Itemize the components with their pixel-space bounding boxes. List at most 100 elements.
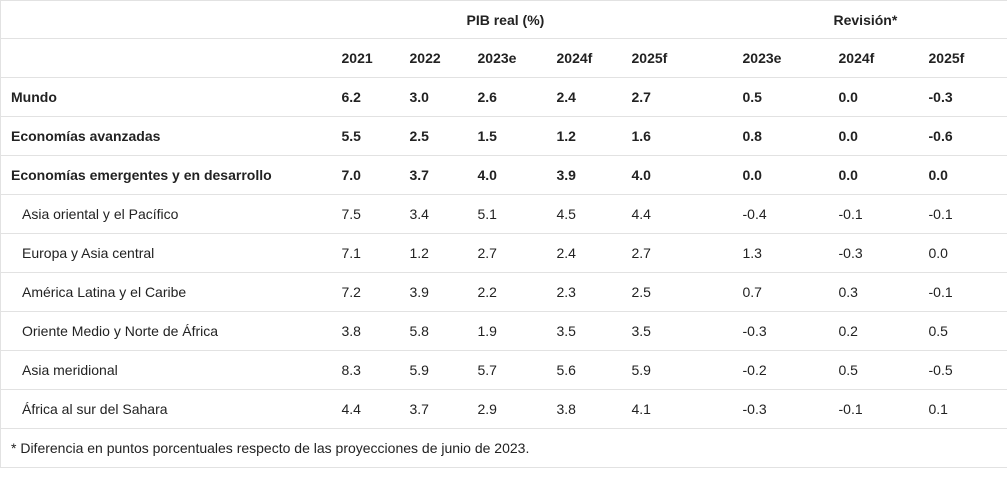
table-cell: 3.0 <box>398 77 467 117</box>
table-cell: -0.3 <box>827 233 918 273</box>
column-header: 2023e <box>731 38 828 78</box>
table-cell: 0.7 <box>731 272 828 312</box>
table-row: Economías emergentes y en desarrollo 7.0… <box>0 155 1007 195</box>
table-cell: -0.6 <box>917 116 1007 156</box>
table-row: Europa y Asia central 7.1 1.2 2.7 2.4 2.… <box>0 233 1007 273</box>
table-cell: 5.8 <box>398 311 467 351</box>
table-cell: 1.6 <box>620 116 732 156</box>
table-cell: 0.3 <box>827 272 918 312</box>
table-row: Asia oriental y el Pacífico 7.5 3.4 5.1 … <box>0 194 1007 234</box>
table-cell: 0.0 <box>731 155 828 195</box>
table-cell: 0.0 <box>827 116 918 156</box>
table-cell: 2.7 <box>620 77 732 117</box>
column-header: 2024f <box>545 38 621 78</box>
row-label: Economías emergentes y en desarrollo <box>0 155 331 195</box>
table-cell: 8.3 <box>330 350 399 390</box>
empty-corner-cell <box>0 0 331 39</box>
table-cell: 0.0 <box>917 233 1007 273</box>
table-cell: 2.7 <box>466 233 546 273</box>
table-cell: 2.5 <box>398 116 467 156</box>
table-cell: 2.5 <box>620 272 732 312</box>
pib-group-header: PIB real (%) <box>466 0 732 39</box>
row-label: Asia meridional <box>0 350 331 390</box>
table-row: Asia meridional 8.3 5.9 5.7 5.6 5.9 -0.2… <box>0 350 1007 390</box>
table-cell: -0.3 <box>731 389 828 429</box>
table-cell: 2.9 <box>466 389 546 429</box>
table-cell: 2.3 <box>545 272 621 312</box>
table-cell: 5.1 <box>466 194 546 234</box>
year-header-row: 2021 2022 2023e 2024f 2025f 2023e 2024f … <box>0 38 1007 78</box>
column-header: 2022 <box>398 38 467 78</box>
table-cell: 0.2 <box>827 311 918 351</box>
row-label: Europa y Asia central <box>0 233 331 273</box>
table-cell: 3.5 <box>620 311 732 351</box>
row-label: África al sur del Sahara <box>0 389 331 429</box>
table-cell: -0.2 <box>731 350 828 390</box>
table-cell: 3.8 <box>330 311 399 351</box>
table-cell: 6.2 <box>330 77 399 117</box>
table-cell: 2.4 <box>545 233 621 273</box>
table-cell: 3.9 <box>398 272 467 312</box>
table-row: África al sur del Sahara 4.4 3.7 2.9 3.8… <box>0 389 1007 429</box>
row-label: Economías avanzadas <box>0 116 331 156</box>
table-cell: 2.7 <box>620 233 732 273</box>
table-cell: 7.1 <box>330 233 399 273</box>
table-cell: 0.1 <box>917 389 1007 429</box>
column-header: 2025f <box>917 38 1007 78</box>
table-cell: 4.4 <box>620 194 732 234</box>
table-cell: 0.5 <box>731 77 828 117</box>
table-cell: 1.5 <box>466 116 546 156</box>
table-cell: -0.1 <box>827 389 918 429</box>
table-cell: 4.1 <box>620 389 732 429</box>
table-cell: 3.7 <box>398 389 467 429</box>
table-cell: 3.4 <box>398 194 467 234</box>
column-header: 2023e <box>466 38 546 78</box>
table-cell: 5.9 <box>620 350 732 390</box>
table-cell: 4.4 <box>330 389 399 429</box>
table-cell: 0.5 <box>917 311 1007 351</box>
table-cell: 0.0 <box>827 155 918 195</box>
table-cell: -0.5 <box>917 350 1007 390</box>
table-cell: -0.4 <box>731 194 828 234</box>
gdp-table: PIB real (%) Revisión* 2021 2022 2023e 2… <box>0 0 1007 468</box>
table-cell: 3.5 <box>545 311 621 351</box>
table-row: Economías avanzadas 5.5 2.5 1.5 1.2 1.6 … <box>0 116 1007 156</box>
table-cell: 1.2 <box>398 233 467 273</box>
column-header: 2025f <box>620 38 732 78</box>
table-cell: 1.2 <box>545 116 621 156</box>
row-label: Mundo <box>0 77 331 117</box>
table-cell: 3.9 <box>545 155 621 195</box>
table-cell: 0.0 <box>827 77 918 117</box>
table-row: Oriente Medio y Norte de África 3.8 5.8 … <box>0 311 1007 351</box>
table-cell: 0.5 <box>827 350 918 390</box>
table-row: América Latina y el Caribe 7.2 3.9 2.2 2… <box>0 272 1007 312</box>
table-cell: 4.5 <box>545 194 621 234</box>
table-cell: 7.0 <box>330 155 399 195</box>
table-cell: 3.8 <box>545 389 621 429</box>
table-cell: -0.1 <box>917 272 1007 312</box>
table-cell: 7.2 <box>330 272 399 312</box>
table-cell: 5.9 <box>398 350 467 390</box>
table-cell: 3.7 <box>398 155 467 195</box>
table-cell: 5.6 <box>545 350 621 390</box>
footnote: * Diferencia en puntos porcentuales resp… <box>0 428 1007 468</box>
table-cell: 2.4 <box>545 77 621 117</box>
row-label: América Latina y el Caribe <box>0 272 331 312</box>
table-cell: 0.8 <box>731 116 828 156</box>
table-cell: 5.7 <box>466 350 546 390</box>
table-cell: 1.9 <box>466 311 546 351</box>
table-cell: -0.1 <box>827 194 918 234</box>
table-cell: 7.5 <box>330 194 399 234</box>
table-cell: 4.0 <box>466 155 546 195</box>
row-label: Oriente Medio y Norte de África <box>0 311 331 351</box>
row-label: Asia oriental y el Pacífico <box>0 194 331 234</box>
table-cell: 1.3 <box>731 233 828 273</box>
column-header: 2021 <box>330 38 399 78</box>
table-cell: 0.0 <box>917 155 1007 195</box>
table-cell: -0.1 <box>917 194 1007 234</box>
table-cell: -0.3 <box>731 311 828 351</box>
table-cell: 5.5 <box>330 116 399 156</box>
group-header-row: PIB real (%) Revisión* <box>0 0 1007 39</box>
table-cell: 2.2 <box>466 272 546 312</box>
table-cell: -0.3 <box>917 77 1007 117</box>
